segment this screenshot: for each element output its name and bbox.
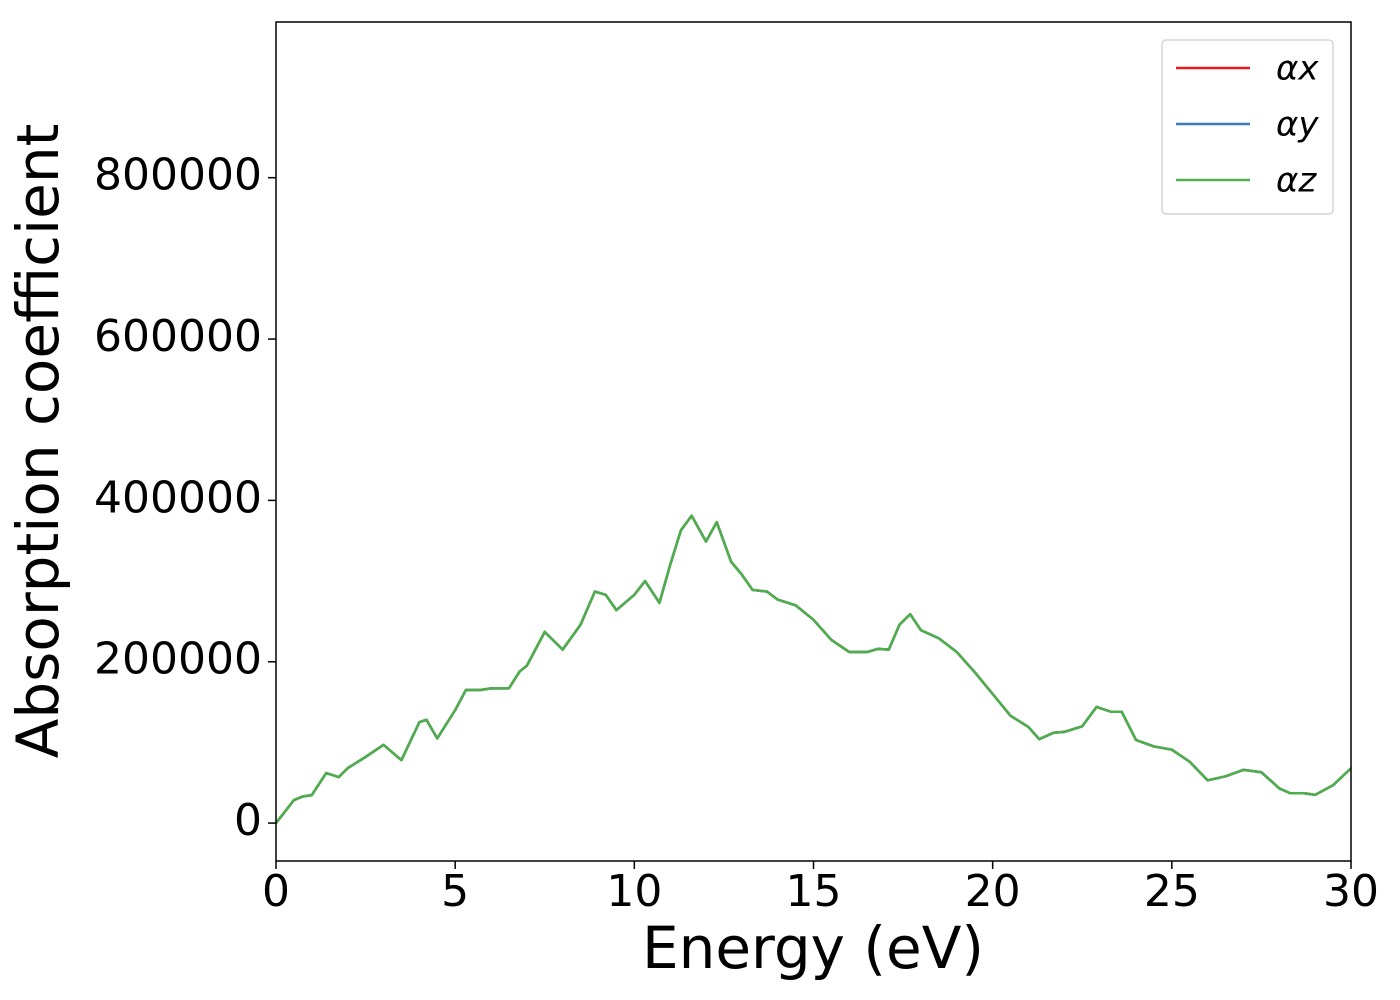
y-tick-label: 400000 <box>94 472 262 523</box>
x-tick-label: 20 <box>965 866 1021 917</box>
y-tick-label: 0 <box>234 795 262 846</box>
x-tick-label: 10 <box>606 866 662 917</box>
x-axis-label: Energy (eV) <box>642 914 984 982</box>
y-axis-label: Absorption coefficient <box>4 124 72 759</box>
x-tick-label: 25 <box>1144 866 1200 917</box>
x-tick-label: 30 <box>1323 866 1379 917</box>
legend-label: αy <box>1276 105 1319 145</box>
y-tick-label: 800000 <box>94 150 262 201</box>
x-tick-label: 15 <box>786 866 842 917</box>
legend: αx αy αz <box>1161 39 1334 215</box>
y-tick-label: 200000 <box>94 634 262 685</box>
legend-box <box>1161 39 1334 215</box>
legend-label: αz <box>1276 161 1317 201</box>
x-tick-label: 0 <box>262 866 290 917</box>
x-tick-label: 5 <box>441 866 469 917</box>
plot-frame <box>275 21 1352 862</box>
data-line <box>275 514 1352 824</box>
legend-label: αx <box>1276 49 1319 89</box>
y-tick-label: 600000 <box>94 311 262 362</box>
